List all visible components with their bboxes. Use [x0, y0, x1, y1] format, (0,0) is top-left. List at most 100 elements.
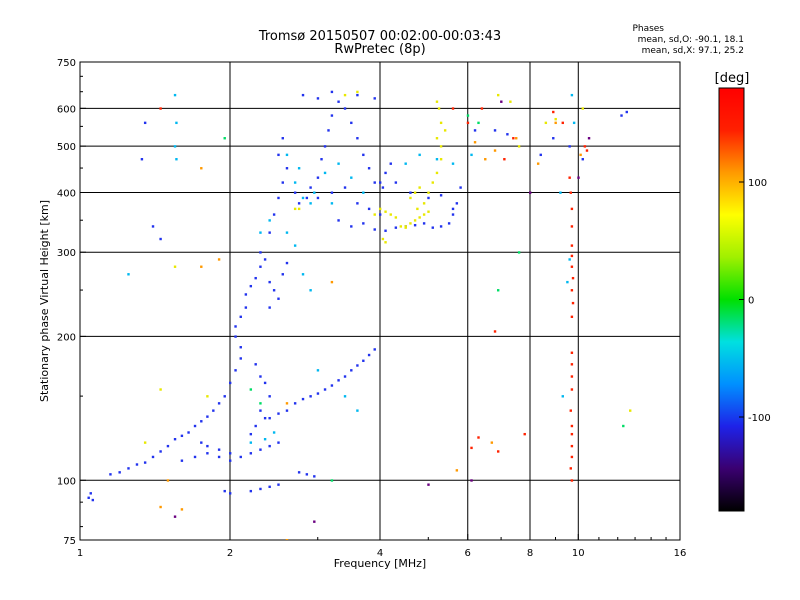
- data-point: [309, 289, 312, 292]
- data-point: [451, 107, 455, 110]
- data-point: [579, 153, 582, 157]
- grid-lines: [80, 62, 680, 540]
- data-point: [217, 258, 221, 261]
- data-point: [244, 293, 248, 296]
- data-point: [259, 375, 262, 378]
- data-point: [477, 121, 480, 125]
- data-point: [277, 441, 280, 444]
- data-point: [320, 158, 323, 161]
- y-tick-label: 750: [57, 58, 76, 69]
- data-point: [413, 219, 417, 222]
- data-point: [140, 158, 144, 161]
- data-point: [272, 431, 276, 434]
- data-point: [570, 207, 574, 211]
- data-point: [193, 455, 197, 459]
- data-point: [268, 395, 271, 398]
- data-point: [404, 225, 407, 228]
- data-point: [384, 171, 387, 175]
- data-point: [496, 289, 500, 292]
- colorbar-tick-label: 100: [748, 178, 767, 189]
- data-point: [409, 222, 412, 225]
- data-point: [381, 237, 385, 241]
- stats-x-line: mean, sd,X: 97.1, 25.2: [642, 46, 744, 56]
- data-point: [277, 297, 280, 300]
- data-point: [490, 441, 494, 444]
- data-point: [293, 191, 297, 194]
- data-point: [570, 363, 574, 366]
- data-point: [301, 273, 305, 276]
- x-tick-label: 10: [572, 548, 585, 559]
- data-point: [206, 415, 209, 418]
- data-point: [259, 409, 262, 412]
- data-point: [570, 244, 574, 247]
- data-point: [305, 196, 309, 200]
- data-point: [166, 479, 170, 482]
- data-point: [263, 416, 267, 420]
- data-point: [151, 455, 155, 459]
- data-point: [281, 181, 284, 184]
- data-point: [362, 222, 365, 225]
- y-tick-label: 600: [57, 104, 76, 115]
- data-point: [570, 225, 574, 228]
- data-point: [350, 176, 353, 179]
- data-point: [350, 121, 353, 125]
- data-point: [297, 167, 301, 170]
- data-point: [272, 213, 276, 216]
- data-point: [330, 114, 334, 117]
- data-point: [439, 158, 443, 161]
- data-point: [173, 265, 177, 268]
- data-point: [554, 121, 557, 125]
- y-tick-label: 100: [57, 476, 76, 487]
- data-point: [200, 441, 203, 444]
- data-point: [570, 351, 574, 354]
- data-point: [570, 432, 574, 436]
- data-point: [373, 97, 376, 100]
- data-point: [362, 191, 365, 194]
- data-point: [285, 409, 289, 412]
- data-point: [413, 224, 417, 227]
- data-point: [493, 149, 497, 152]
- colorbar-tick-label: -100: [748, 413, 771, 424]
- data-point: [263, 258, 267, 261]
- data-point: [451, 207, 455, 211]
- y-axis-label: Stationary phase Virtual Height [km]: [38, 200, 51, 402]
- data-point: [217, 448, 221, 451]
- data-point: [422, 202, 426, 205]
- data-point: [323, 388, 327, 391]
- data-point: [206, 395, 209, 398]
- data-point: [570, 479, 574, 482]
- data-point: [301, 397, 305, 401]
- data-point: [356, 137, 359, 140]
- x-tick-label: 8: [527, 548, 533, 559]
- data-point: [330, 479, 334, 482]
- data-point: [297, 207, 301, 211]
- data-point: [515, 137, 518, 140]
- data-point: [259, 251, 262, 254]
- data-point: [435, 171, 439, 175]
- data-point: [293, 244, 297, 247]
- data-point: [422, 213, 426, 216]
- data-point: [206, 444, 209, 448]
- data-point: [301, 196, 305, 200]
- data-point: [159, 237, 162, 241]
- data-point: [571, 276, 575, 280]
- data-point: [470, 479, 473, 482]
- data-point: [443, 129, 447, 132]
- data-point: [285, 402, 289, 405]
- data-point: [356, 202, 359, 205]
- data-point: [587, 137, 591, 140]
- data-point: [544, 121, 548, 125]
- data-point: [439, 225, 443, 228]
- data-point: [583, 145, 587, 148]
- data-point: [244, 306, 248, 309]
- chart-title: Tromsø 20150507 00:02:00-00:03:43: [258, 29, 501, 44]
- data-point: [281, 137, 284, 140]
- data-point: [229, 381, 232, 385]
- data-point: [263, 381, 267, 385]
- data-point: [89, 492, 92, 495]
- data-point: [309, 202, 312, 205]
- data-point: [297, 471, 301, 474]
- data-point: [259, 402, 262, 405]
- data-point: [561, 121, 564, 125]
